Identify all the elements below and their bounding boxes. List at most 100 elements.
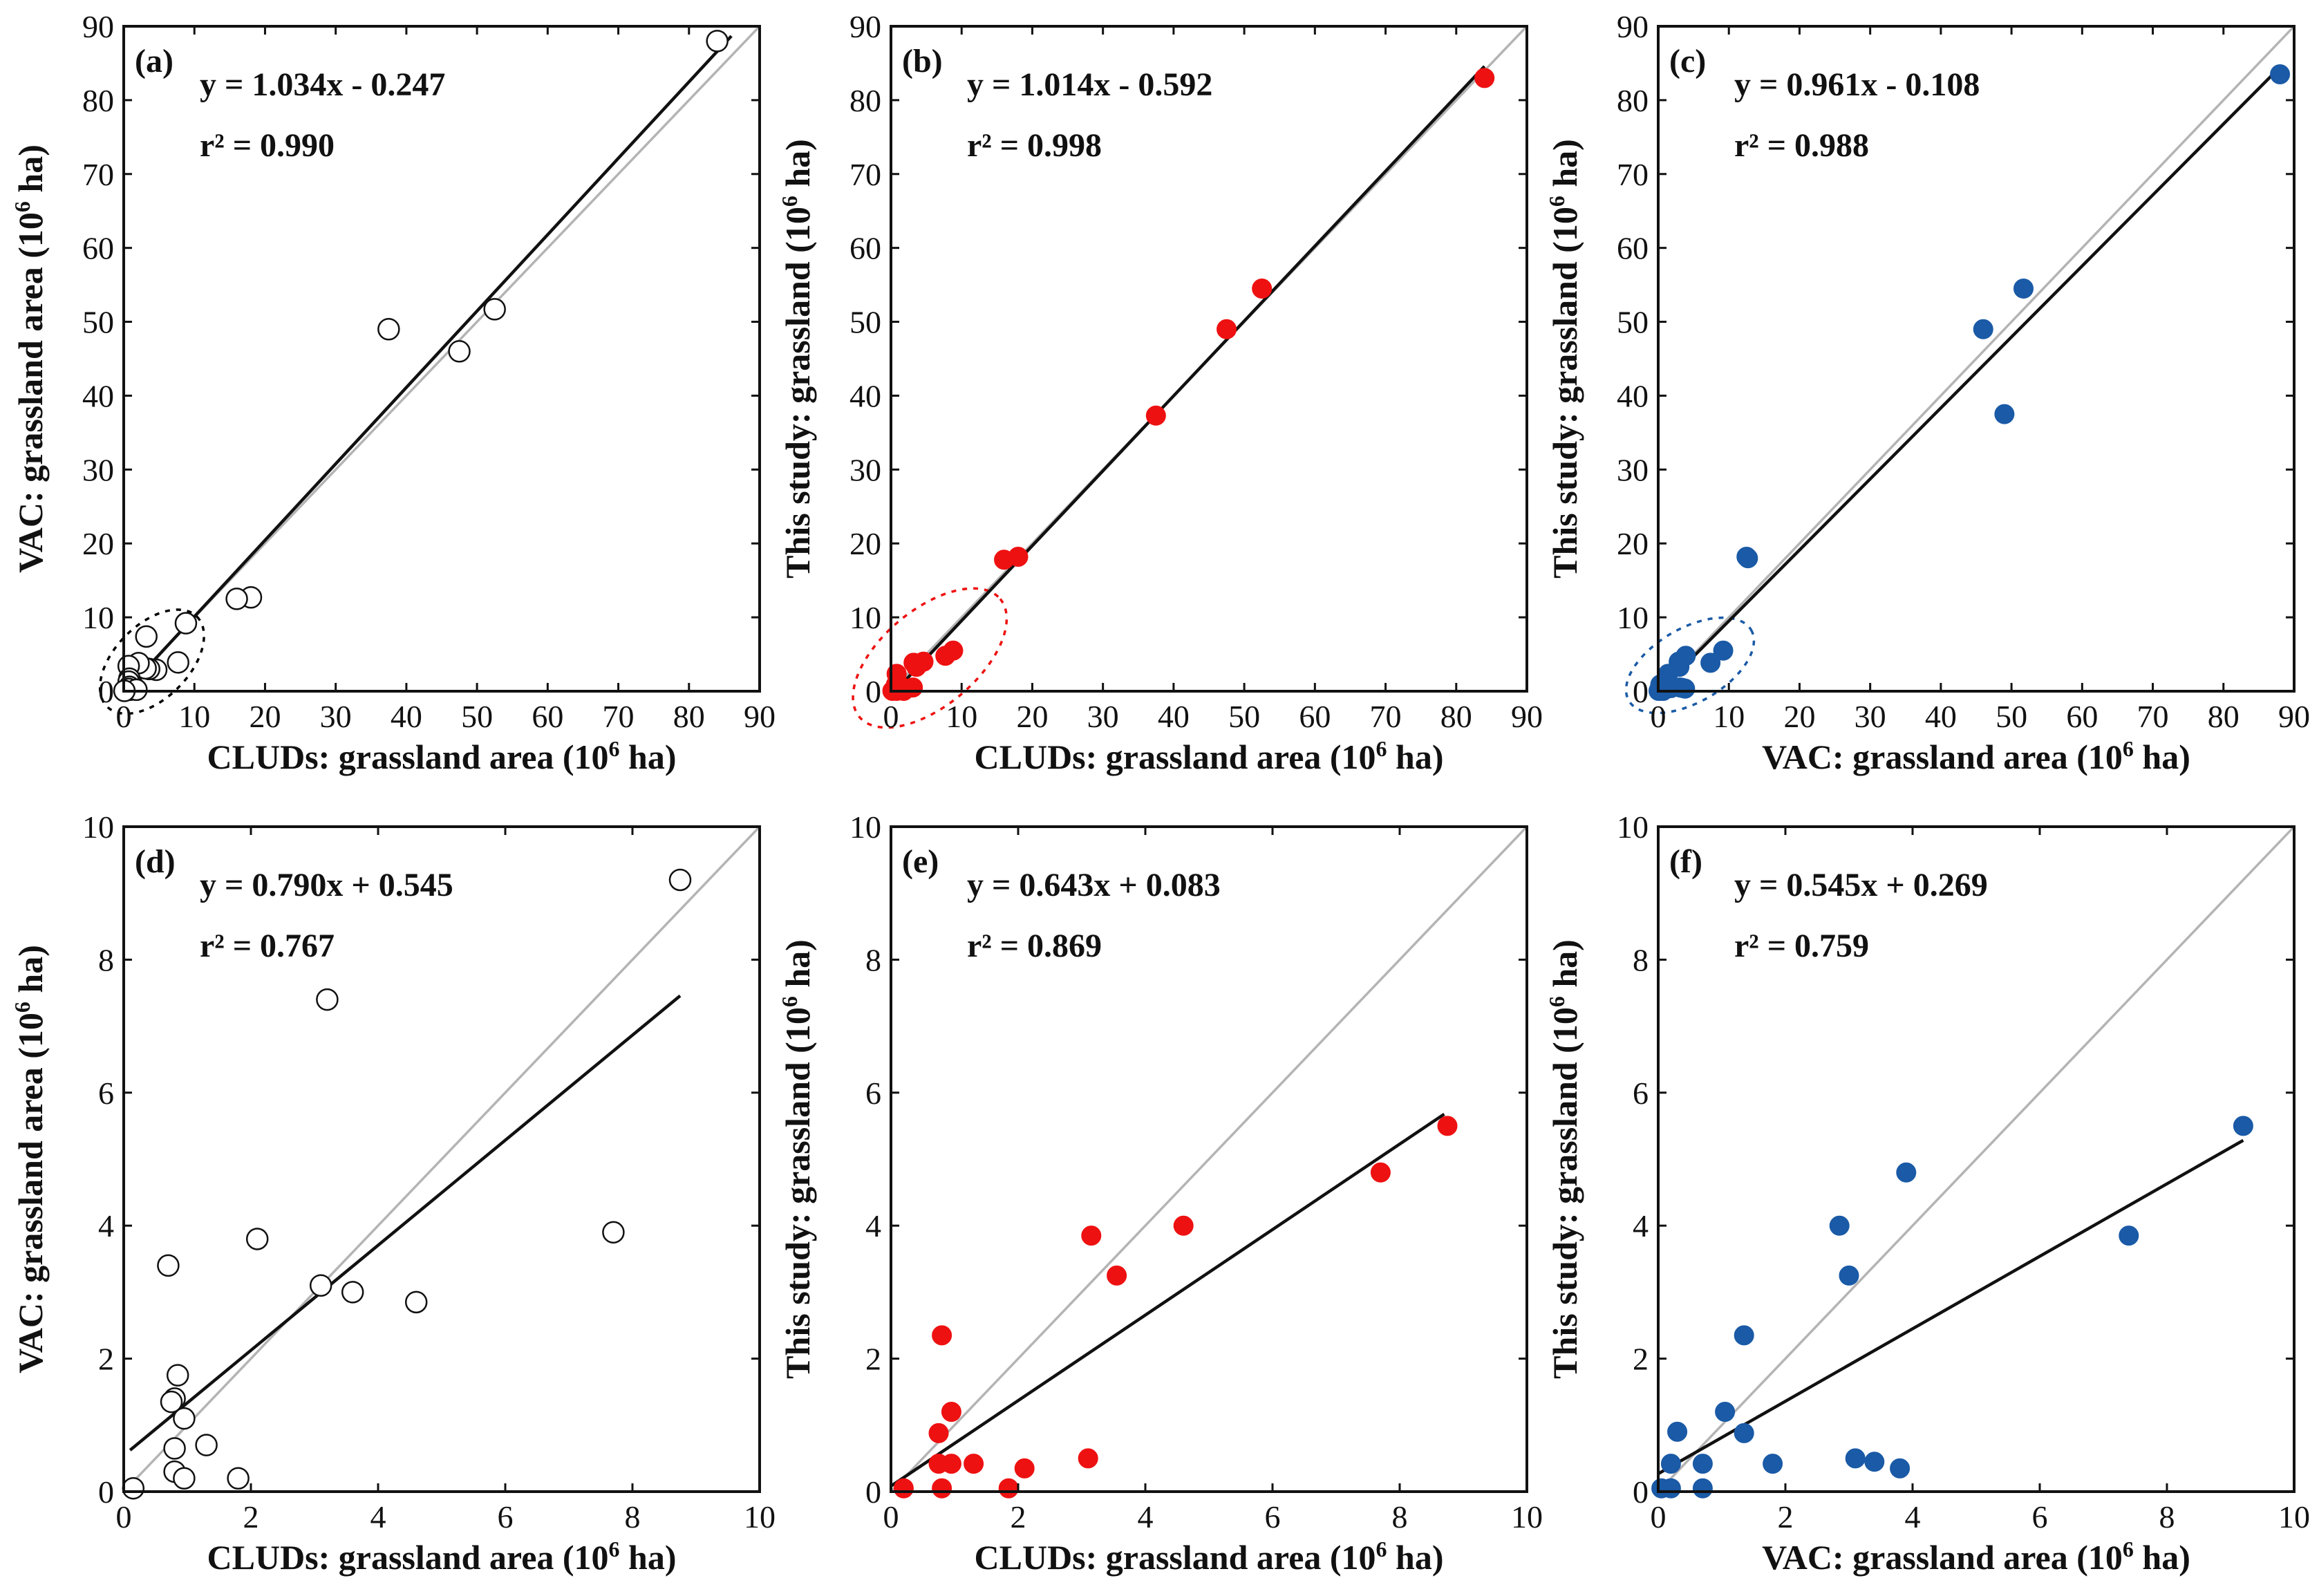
data-point <box>1370 1162 1391 1183</box>
x-tick-label: 10 <box>744 1499 776 1534</box>
x-tick-label: 2 <box>1778 1499 1794 1534</box>
x-tick-label: 80 <box>673 699 705 734</box>
regression-line <box>892 65 1486 691</box>
x-tick-label: 80 <box>2208 699 2240 734</box>
regression-line <box>891 1112 1445 1487</box>
x-tick-label: 10 <box>178 699 210 734</box>
y-tick-label: 70 <box>849 157 881 192</box>
x-tick-label: 8 <box>625 1499 641 1534</box>
data-point <box>163 1437 186 1460</box>
x-tick-label: 30 <box>1855 699 1886 734</box>
equation-label: y = 0.643x + 0.083 <box>967 867 1221 903</box>
data-point <box>2013 278 2034 299</box>
data-point <box>483 298 506 321</box>
data-point <box>167 651 189 674</box>
y-tick-label: 10 <box>849 809 881 845</box>
x-tick-label: 70 <box>1370 699 1402 734</box>
y-tick-label: 60 <box>1617 231 1649 266</box>
y-tick-label: 90 <box>1617 9 1649 44</box>
x-axis-label: VAC: grassland area (106 ha) <box>1762 1537 2190 1577</box>
x-tick-label: 10 <box>1511 1499 1543 1534</box>
y-tick-label: 10 <box>849 600 881 635</box>
y-tick-label: 6 <box>1633 1076 1649 1111</box>
data-point <box>1994 404 2015 424</box>
data-point <box>1890 1458 1910 1478</box>
y-tick-label: 10 <box>1617 600 1649 635</box>
y-axis-label: This study: grassland (106 ha) <box>777 939 817 1379</box>
y-tick-label: 90 <box>849 9 881 44</box>
y-axis-label: This study: grassland (106 ha) <box>1544 939 1584 1379</box>
panel-label: (e) <box>902 843 939 880</box>
y-tick-label: 0 <box>98 674 114 709</box>
equation-label: y = 0.961x - 0.108 <box>1734 66 1980 103</box>
one-to-one-line <box>1658 827 2294 1492</box>
data-point <box>1829 1215 1850 1236</box>
y-tick-label: 4 <box>865 1208 881 1243</box>
data-point <box>404 1290 428 1314</box>
x-tick-label: 0 <box>116 1499 132 1534</box>
plot-frame <box>890 25 1528 693</box>
y-tick-label: 0 <box>865 674 881 709</box>
data-point <box>668 868 692 892</box>
y-tick-label: 0 <box>98 1474 114 1510</box>
plot-frame <box>1657 25 2295 693</box>
x-tick-label: 0 <box>1651 699 1667 734</box>
data-point <box>1437 1116 1458 1136</box>
data-point <box>195 1434 218 1456</box>
panel-c: 0 10 20 30 40 50 60 70 80 90 0 10 20 30 40 50 60 70 80 90 VA… <box>1544 9 2310 776</box>
y-tick-label: 30 <box>1617 452 1649 487</box>
data-point <box>1692 1478 1713 1499</box>
panel-f: 0 2 4 6 8 10 0 2 4 6 8 10 VAC: grassland area (106 h… <box>1544 809 2310 1577</box>
x-tick-label: 8 <box>2159 1499 2175 1534</box>
data-point <box>1896 1162 1917 1183</box>
y-tick-label: 30 <box>82 452 114 487</box>
data-point <box>1667 1421 1688 1442</box>
data-point <box>1864 1452 1885 1472</box>
data-point <box>1734 1423 1754 1443</box>
y-tick-label: 8 <box>98 942 114 977</box>
plot-frame <box>122 825 761 1493</box>
data-point <box>225 588 248 610</box>
y-tick-label: 2 <box>865 1342 881 1377</box>
y-tick-label: 20 <box>849 526 881 561</box>
data-point <box>1107 1265 1127 1286</box>
y-tick-label: 4 <box>98 1208 114 1243</box>
y-tick-label: 10 <box>1617 809 1649 845</box>
x-tick-label: 0 <box>883 699 899 734</box>
data-point <box>1839 1265 1859 1286</box>
x-tick-label: 8 <box>1392 1499 1408 1534</box>
y-tick-label: 70 <box>82 157 114 192</box>
data-point <box>1660 1454 1681 1474</box>
panel-d: 0 2 4 6 8 10 0 2 4 6 8 10 CLUDs: grassland area (106… <box>10 809 776 1577</box>
data-point <box>994 550 1015 570</box>
x-tick-label: 10 <box>946 699 977 734</box>
data-point <box>174 612 198 635</box>
y-tick-label: 20 <box>82 526 114 561</box>
regression-line <box>124 35 733 691</box>
data-point <box>173 1407 196 1430</box>
x-tick-label: 30 <box>320 699 352 734</box>
y-tick-label: 2 <box>98 1342 114 1377</box>
data-point <box>1081 1226 1102 1246</box>
r-squared-label: r² = 0.767 <box>200 928 335 964</box>
y-axis-label: VAC: grassland area (106 ha) <box>10 945 50 1373</box>
r-squared-label: r² = 0.869 <box>967 928 1102 964</box>
one-to-one-line <box>891 827 1527 1492</box>
data-point <box>1217 319 1237 339</box>
data-point <box>309 1274 332 1297</box>
one-to-one-line <box>1658 26 2294 691</box>
equation-label: y = 0.545x + 0.269 <box>1734 867 1988 903</box>
y-tick-label: 4 <box>1633 1208 1649 1243</box>
y-tick-label: 30 <box>849 452 881 487</box>
data-point <box>227 1467 250 1490</box>
y-tick-label: 80 <box>82 83 114 118</box>
y-tick-label: 90 <box>82 9 114 44</box>
y-tick-label: 60 <box>849 231 881 266</box>
y-tick-label: 0 <box>865 1474 881 1510</box>
y-axis-label: This study: grassland (106 ha) <box>1544 139 1584 579</box>
data-point <box>928 1423 949 1443</box>
x-tick-label: 90 <box>744 699 776 734</box>
x-tick-label: 40 <box>1158 699 1190 734</box>
panel-label: (a) <box>135 43 173 79</box>
data-point <box>1700 653 1721 673</box>
